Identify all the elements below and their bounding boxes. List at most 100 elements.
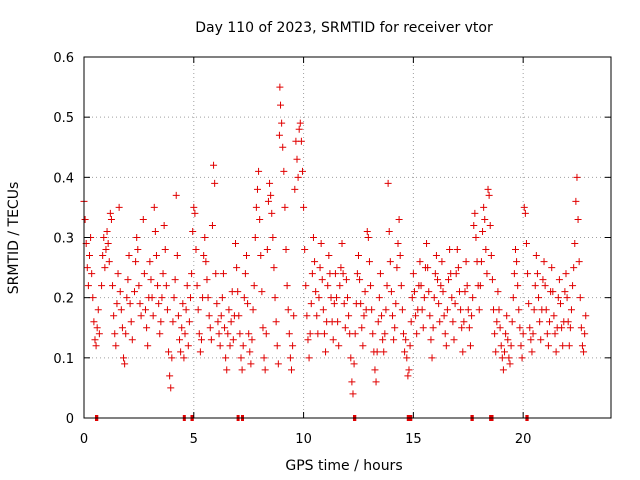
data-point (190, 203, 198, 211)
data-point (249, 306, 257, 314)
data-point (519, 330, 527, 338)
data-point (244, 300, 252, 308)
data-point (179, 300, 187, 308)
data-point (375, 294, 383, 302)
data-point (94, 306, 102, 314)
data-point (159, 270, 167, 278)
data-point (275, 131, 283, 139)
data-point (112, 342, 120, 350)
data-point (566, 324, 574, 332)
data-point (353, 270, 361, 278)
data-point (333, 294, 341, 302)
data-point (486, 221, 494, 229)
data-point (431, 270, 439, 278)
data-point (517, 342, 525, 350)
data-point (305, 354, 313, 362)
data-point (162, 282, 170, 290)
data-point (336, 282, 344, 290)
data-points (80, 83, 590, 398)
data-point (241, 270, 249, 278)
data-point (166, 372, 174, 380)
data-point (391, 324, 399, 332)
data-point (124, 276, 132, 284)
data-point (100, 234, 108, 241)
data-point (329, 336, 337, 344)
data-point (572, 197, 580, 205)
data-point (115, 203, 123, 211)
y-tick-label: 0.1 (53, 352, 74, 367)
y-tick-label: 0 (66, 412, 74, 427)
data-point (171, 276, 179, 284)
data-point (180, 354, 188, 362)
data-point (251, 234, 259, 241)
data-point (335, 342, 343, 350)
data-point (256, 215, 264, 223)
data-point (276, 83, 284, 91)
data-point (494, 288, 502, 296)
data-point (417, 282, 425, 290)
data-point (213, 300, 221, 308)
data-point (121, 360, 129, 368)
data-point (559, 342, 567, 350)
data-point (247, 360, 255, 368)
data-point (380, 348, 388, 356)
data-point (527, 336, 535, 344)
data-point (521, 209, 529, 217)
data-point (313, 312, 321, 320)
data-point (161, 246, 169, 254)
data-point (350, 360, 358, 368)
data-point (303, 312, 311, 320)
data-point (325, 252, 333, 260)
data-point (520, 203, 528, 211)
data-point (530, 306, 538, 314)
data-point (285, 330, 293, 338)
data-point (491, 330, 499, 338)
data-point (402, 336, 410, 344)
data-point (407, 318, 415, 326)
data-point (404, 372, 412, 380)
data-point (273, 342, 281, 350)
data-point (118, 324, 126, 332)
data-point (167, 384, 175, 392)
data-point (564, 318, 572, 326)
data-point (280, 167, 288, 175)
data-point (202, 258, 210, 266)
data-point (144, 342, 152, 350)
data-point (389, 312, 397, 320)
data-point (522, 240, 530, 248)
data-point (127, 318, 135, 326)
data-point (460, 318, 468, 326)
data-point (544, 342, 552, 350)
data-point (505, 354, 513, 362)
data-point (211, 179, 219, 187)
data-point (320, 330, 328, 338)
data-point (445, 276, 453, 284)
data-point (222, 354, 230, 362)
data-point (381, 330, 389, 338)
data-point (438, 258, 446, 266)
data-point (237, 354, 245, 362)
data-point (413, 330, 421, 338)
data-point (126, 300, 134, 308)
data-point (196, 348, 204, 356)
data-point (344, 294, 351, 302)
data-point (294, 173, 302, 181)
data-point (192, 246, 200, 254)
data-point (412, 312, 420, 320)
data-point (311, 258, 319, 266)
data-point (401, 348, 409, 356)
data-point (501, 348, 509, 356)
y-tick-label: 0.4 (53, 171, 74, 186)
data-point (562, 270, 570, 278)
data-point (436, 318, 444, 326)
data-point (223, 366, 231, 374)
data-point (111, 330, 119, 338)
data-point (282, 246, 290, 254)
data-point (270, 264, 278, 272)
data-point (154, 282, 162, 290)
data-point (515, 306, 523, 314)
data-point (529, 330, 537, 338)
data-point (158, 294, 166, 302)
data-point (174, 312, 182, 320)
data-point (330, 300, 338, 308)
